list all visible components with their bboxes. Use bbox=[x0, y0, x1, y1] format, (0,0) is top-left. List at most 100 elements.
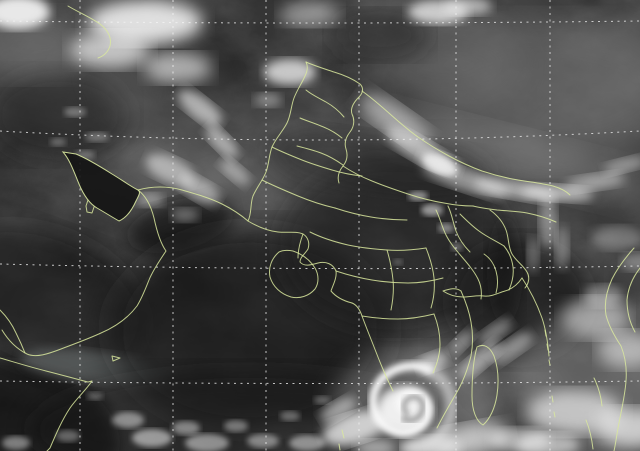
cloud-himalaya-8 bbox=[603, 156, 640, 174]
myanmar-coast bbox=[604, 247, 635, 451]
cloud-itcz-2 bbox=[132, 429, 172, 447]
tripura-border-2 bbox=[503, 245, 514, 291]
tropical-cyclone bbox=[368, 361, 457, 451]
bengal-delta-coast bbox=[442, 277, 523, 298]
sri-lanka-outline bbox=[471, 344, 499, 426]
pakistan-west-border bbox=[247, 61, 308, 222]
cloud-bay-streak-3 bbox=[459, 341, 501, 379]
cloud-martaban-2 bbox=[592, 226, 640, 250]
cyclone-spiral-outer bbox=[399, 365, 457, 451]
cloud-se-mass-1 bbox=[561, 298, 629, 338]
gujarat-inner-line bbox=[297, 233, 304, 259]
cloud-bay-streak-4 bbox=[449, 329, 475, 355]
cyclone-spiral-inner bbox=[368, 361, 434, 437]
makran-coast bbox=[137, 186, 249, 222]
graticule-horizontal-3 bbox=[0, 263, 640, 270]
india-west-coast bbox=[351, 302, 394, 392]
cloud-bottom-center-2 bbox=[355, 440, 395, 451]
oman-yemen-coast bbox=[1, 189, 167, 357]
qatar-bump bbox=[85, 199, 95, 214]
cloud-pak-streak-3 bbox=[220, 158, 250, 186]
cloud-central-speck-2 bbox=[421, 204, 443, 216]
cloud-ne-streak-2 bbox=[555, 226, 569, 270]
kashmir-state-line-3 bbox=[296, 145, 344, 166]
cloud-ne-streak-3 bbox=[527, 237, 539, 273]
cloud-speck-3 bbox=[50, 138, 66, 146]
ne-india-line-1 bbox=[489, 209, 530, 289]
nepal-border bbox=[342, 165, 474, 207]
kashmir-state-line-2 bbox=[299, 117, 343, 139]
cloud-cyclone-west-arm-2 bbox=[320, 397, 356, 423]
cloud-se-mass-2 bbox=[598, 332, 640, 368]
cloud-itcz-5 bbox=[224, 420, 248, 432]
cloud-itcz-10 bbox=[87, 392, 103, 400]
cloud-itcz-9 bbox=[314, 396, 330, 404]
ne-india-line-2 bbox=[459, 213, 505, 247]
rajasthan-line-2 bbox=[261, 179, 336, 209]
gulf-of-martaban-line bbox=[626, 267, 640, 333]
arabia-land-film bbox=[0, 224, 147, 376]
cloud-iran-patch-3 bbox=[136, 193, 164, 207]
maharashtra-line-1 bbox=[335, 270, 444, 284]
cloud-itcz-12 bbox=[2, 436, 30, 450]
gujarat-coast bbox=[247, 220, 353, 304]
india-east-coast bbox=[436, 290, 473, 429]
cloud-bay-streak-1 bbox=[477, 318, 513, 346]
arakan-coast bbox=[521, 277, 550, 357]
cloud-top-band-3 bbox=[144, 53, 212, 83]
cloud-pak-streak-2 bbox=[205, 125, 239, 159]
himalaya-north-border bbox=[361, 90, 571, 196]
cloud-central-speck-3 bbox=[438, 223, 454, 233]
cloud-iran-patch-4 bbox=[171, 208, 199, 222]
cloud-top-right-2 bbox=[444, 0, 492, 15]
central-vertical-line-2 bbox=[425, 247, 435, 309]
andhra-vertical-line bbox=[432, 313, 441, 374]
kashmir-outer-border bbox=[305, 61, 363, 184]
cloud-kashmir-sw bbox=[254, 93, 282, 107]
sumatra-fragment-1 bbox=[593, 377, 603, 407]
andaman-nicobar-dots bbox=[544, 329, 556, 418]
central-vertical-line-1 bbox=[386, 249, 394, 311]
cyclone-eye-slot bbox=[401, 394, 426, 423]
socotra-island bbox=[111, 355, 121, 362]
coastline-boundary-overlay bbox=[0, 5, 640, 451]
cloud-speck-2 bbox=[85, 132, 109, 142]
cloud-himalaya-7 bbox=[565, 173, 625, 191]
cloud-itcz-3 bbox=[172, 421, 200, 435]
bay-dark-streak bbox=[487, 215, 523, 325]
persian-gulf-water bbox=[61, 151, 140, 222]
cloud-assam-patch bbox=[419, 149, 461, 175]
cloud-central-speck-5 bbox=[393, 259, 403, 265]
kashmir-state-line-1 bbox=[305, 89, 345, 118]
cloud-speck-1 bbox=[64, 107, 86, 117]
sumatra-fragment-2 bbox=[585, 419, 594, 450]
cloud-itcz-4 bbox=[185, 434, 229, 451]
bengal-jharkhand-line bbox=[435, 209, 482, 300]
cloud-itcz-7 bbox=[280, 411, 300, 421]
rajasthan-line-1 bbox=[271, 146, 363, 177]
bhutan-south-line bbox=[472, 205, 557, 223]
cloud-central-speck-4 bbox=[451, 243, 463, 251]
water-bodies-layer bbox=[61, 151, 140, 222]
maldives-dots bbox=[338, 429, 345, 451]
cloud-itcz-8 bbox=[289, 435, 325, 451]
iran-border-squiggle bbox=[67, 5, 111, 59]
cloud-se-mass-3 bbox=[583, 285, 623, 307]
maharashtra-line-2 bbox=[361, 313, 435, 320]
graticule-horizontal-4 bbox=[0, 380, 640, 384]
cloud-pak-streak-1 bbox=[178, 89, 222, 127]
cloud-bay-streak-2 bbox=[491, 332, 533, 364]
graticule-horizontal-2 bbox=[0, 130, 640, 141]
cloud-itcz-6 bbox=[247, 434, 279, 448]
kathiawar-peninsula bbox=[269, 249, 319, 299]
red-sea-shore bbox=[0, 309, 26, 354]
cloud-top-band-2 bbox=[70, 32, 150, 68]
cloud-itcz-11 bbox=[56, 430, 80, 442]
tripura-border-1 bbox=[483, 253, 498, 294]
somalia-horn-coast bbox=[0, 357, 93, 451]
cloud-top-left-corner bbox=[0, 0, 50, 29]
bihar-line bbox=[447, 205, 471, 253]
cloud-itcz-1 bbox=[112, 412, 144, 428]
